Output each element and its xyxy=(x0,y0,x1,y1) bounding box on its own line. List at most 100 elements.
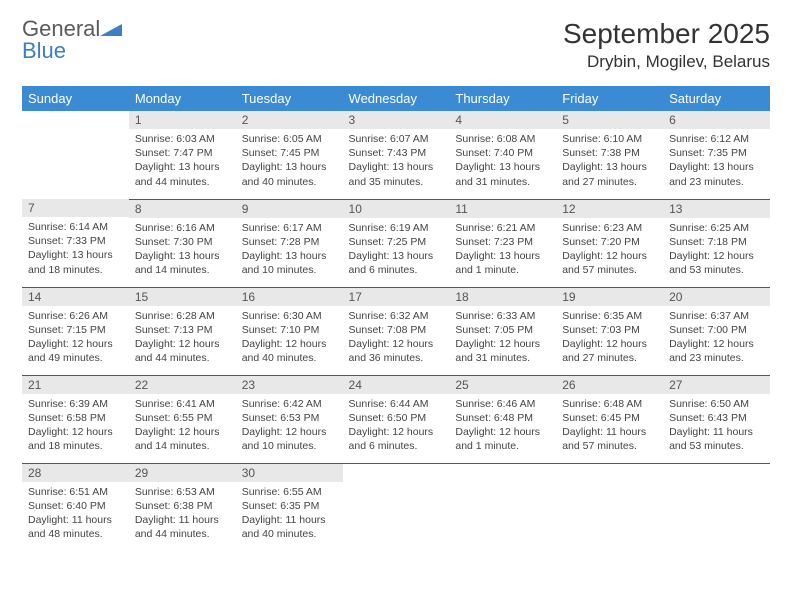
day-number: 9 xyxy=(236,200,343,218)
sunset-text: Sunset: 6:53 PM xyxy=(242,411,337,425)
sunset-text: Sunset: 7:40 PM xyxy=(455,146,550,160)
sunrise-text: Sunrise: 6:33 AM xyxy=(455,309,550,323)
sunrise-text: Sunrise: 6:41 AM xyxy=(135,397,230,411)
page-title: September 2025 xyxy=(563,18,770,50)
day-number: 5 xyxy=(556,111,663,129)
sunset-text: Sunset: 6:35 PM xyxy=(242,499,337,513)
day-number: 24 xyxy=(343,376,450,394)
day-info: Sunrise: 6:10 AMSunset: 7:38 PMDaylight:… xyxy=(556,129,663,194)
day-number: 3 xyxy=(343,111,450,129)
calendar-week-row: 21Sunrise: 6:39 AMSunset: 6:58 PMDayligh… xyxy=(22,375,770,463)
daylight-text: Daylight: 12 hours and 49 minutes. xyxy=(28,337,123,365)
sunset-text: Sunset: 7:35 PM xyxy=(669,146,764,160)
daylight-text: Daylight: 12 hours and 40 minutes. xyxy=(242,337,337,365)
day-header: Saturday xyxy=(663,86,770,111)
sunset-text: Sunset: 7:15 PM xyxy=(28,323,123,337)
day-number: 13 xyxy=(663,200,770,218)
logo-text: General Blue xyxy=(22,18,122,62)
day-number: 21 xyxy=(22,376,129,394)
sunrise-text: Sunrise: 6:03 AM xyxy=(135,132,230,146)
day-info: Sunrise: 6:14 AMSunset: 7:33 PMDaylight:… xyxy=(22,217,129,282)
day-header: Wednesday xyxy=(343,86,450,111)
calendar-day-cell: 11Sunrise: 6:21 AMSunset: 7:23 PMDayligh… xyxy=(449,199,556,287)
calendar-day-cell: 22Sunrise: 6:41 AMSunset: 6:55 PMDayligh… xyxy=(129,375,236,463)
sunrise-text: Sunrise: 6:12 AM xyxy=(669,132,764,146)
sunrise-text: Sunrise: 6:48 AM xyxy=(562,397,657,411)
daylight-text: Daylight: 12 hours and 14 minutes. xyxy=(135,425,230,453)
calendar-day-cell xyxy=(343,463,450,551)
day-number: 22 xyxy=(129,376,236,394)
day-number: 26 xyxy=(556,376,663,394)
calendar-day-cell: 15Sunrise: 6:28 AMSunset: 7:13 PMDayligh… xyxy=(129,287,236,375)
calendar-day-cell: 24Sunrise: 6:44 AMSunset: 6:50 PMDayligh… xyxy=(343,375,450,463)
sunrise-text: Sunrise: 6:28 AM xyxy=(135,309,230,323)
day-info: Sunrise: 6:44 AMSunset: 6:50 PMDaylight:… xyxy=(343,394,450,459)
calendar-day-cell: 4Sunrise: 6:08 AMSunset: 7:40 PMDaylight… xyxy=(449,111,556,199)
calendar-week-row: 28 Sunrise: 6:51 AMSunset: 6:40 PM Dayligh… xyxy=(22,463,770,551)
day-info: Sunrise: 6:41 AMSunset: 6:55 PMDaylight:… xyxy=(129,394,236,459)
sunset-text: Sunset: 7:45 PM xyxy=(242,146,337,160)
calendar-day-cell: 30Sunrise: 6:55 AMSunset: 6:35 PMDayligh… xyxy=(236,463,343,551)
sunrise-text: Sunrise: 6:25 AM xyxy=(669,221,764,235)
daylight-text: Daylight: 11 hours and 44 minutes. xyxy=(135,513,230,541)
sunrise-text: Sunrise: 6:07 AM xyxy=(349,132,444,146)
calendar-day-cell: 25Sunrise: 6:46 AMSunset: 6:48 PMDayligh… xyxy=(449,375,556,463)
day-info: Sunrise: 6:55 AMSunset: 6:35 PMDaylight:… xyxy=(236,482,343,547)
calendar-day-cell: 19Sunrise: 6:35 AMSunset: 7:03 PMDayligh… xyxy=(556,287,663,375)
day-number: 2 xyxy=(236,111,343,129)
daylight-text: Daylight: 12 hours and 57 minutes. xyxy=(562,249,657,277)
sunset-text: Sunset: 6:40 PM xyxy=(28,499,123,513)
calendar-day-cell xyxy=(556,463,663,551)
day-number: 11 xyxy=(449,200,556,218)
sunset-text: Sunset: 7:25 PM xyxy=(349,235,444,249)
calendar-body: 1Sunrise: 6:03 AMSunset: 7:47 PMDaylight… xyxy=(22,111,770,551)
sunrise-text: Sunrise: 6:50 AM xyxy=(669,397,764,411)
sunrise-text: Sunrise: 6:37 AM xyxy=(669,309,764,323)
calendar-day-cell: 6Sunrise: 6:12 AMSunset: 7:35 PMDaylight… xyxy=(663,111,770,199)
calendar-day-cell: 28Sunrise: 6:51 AMSunset: 6:40 PMDayligh… xyxy=(22,463,129,551)
day-number: 18 xyxy=(449,288,556,306)
sunset-text: Sunset: 7:00 PM xyxy=(669,323,764,337)
calendar-day-cell: 8Sunrise: 6:16 AMSunset: 7:30 PMDaylight… xyxy=(129,199,236,287)
daylight-text: Daylight: 13 hours and 40 minutes. xyxy=(242,160,337,188)
calendar-day-cell: 9Sunrise: 6:17 AMSunset: 7:28 PMDaylight… xyxy=(236,199,343,287)
sunrise-text: Sunrise: 6:35 AM xyxy=(562,309,657,323)
calendar-header-row: SundayMondayTuesdayWednesdayThursdayFrid… xyxy=(22,86,770,111)
day-number: 6 xyxy=(663,111,770,129)
sunset-text: Sunset: 7:08 PM xyxy=(349,323,444,337)
daylight-text: Daylight: 13 hours and 27 minutes. xyxy=(562,160,657,188)
sunset-text: Sunset: 6:43 PM xyxy=(669,411,764,425)
sunset-text: Sunset: 6:38 PM xyxy=(135,499,230,513)
day-number: 7 xyxy=(22,199,129,217)
sunset-text: Sunset: 7:43 PM xyxy=(349,146,444,160)
day-info: Sunrise: 6:53 AMSunset: 6:38 PMDaylight:… xyxy=(129,482,236,547)
calendar-day-cell: 26Sunrise: 6:48 AMSunset: 6:45 PMDayligh… xyxy=(556,375,663,463)
day-info: Sunrise: 6:46 AMSunset: 6:48 PMDaylight:… xyxy=(449,394,556,459)
sunrise-text: Sunrise: 6:21 AM xyxy=(455,221,550,235)
calendar-week-row: 14Sunrise: 6:26 AMSunset: 7:15 PMDayligh… xyxy=(22,287,770,375)
day-info: Sunrise: 6:21 AMSunset: 7:23 PMDaylight:… xyxy=(449,218,556,283)
sunset-text: Sunset: 7:18 PM xyxy=(669,235,764,249)
sunset-text: Sunset: 6:48 PM xyxy=(455,411,550,425)
sunrise-text: Sunrise: 6:14 AM xyxy=(28,220,123,234)
day-info: Sunrise: 6:19 AMSunset: 7:25 PMDaylight:… xyxy=(343,218,450,283)
day-number: 12 xyxy=(556,200,663,218)
calendar-week-row: 1Sunrise: 6:03 AMSunset: 7:47 PMDaylight… xyxy=(22,111,770,199)
day-number: 23 xyxy=(236,376,343,394)
day-number: 28 xyxy=(22,464,129,482)
day-info: Sunrise: 6:26 AMSunset: 7:15 PMDaylight:… xyxy=(22,306,129,371)
sunrise-text: Sunrise: 6:51 AM xyxy=(28,485,123,499)
calendar-day-cell xyxy=(22,111,129,199)
daylight-text: Daylight: 12 hours and 1 minute. xyxy=(455,425,550,453)
calendar-week-row: 7Sunrise: 6:14 AMSunset: 7:33 PMDaylight… xyxy=(22,199,770,287)
daylight-text: Daylight: 11 hours and 53 minutes. xyxy=(669,425,764,453)
sunset-text: Sunset: 7:28 PM xyxy=(242,235,337,249)
calendar-day-cell: 12Sunrise: 6:23 AMSunset: 7:20 PMDayligh… xyxy=(556,199,663,287)
daylight-text: Daylight: 11 hours and 40 minutes. xyxy=(242,513,337,541)
daylight-text: Daylight: 12 hours and 31 minutes. xyxy=(455,337,550,365)
location: Drybin, Mogilev, Belarus xyxy=(563,52,770,72)
day-info: Sunrise: 6:37 AMSunset: 7:00 PMDaylight:… xyxy=(663,306,770,371)
sunrise-text: Sunrise: 6:26 AM xyxy=(28,309,123,323)
day-header: Monday xyxy=(129,86,236,111)
sunrise-text: Sunrise: 6:19 AM xyxy=(349,221,444,235)
